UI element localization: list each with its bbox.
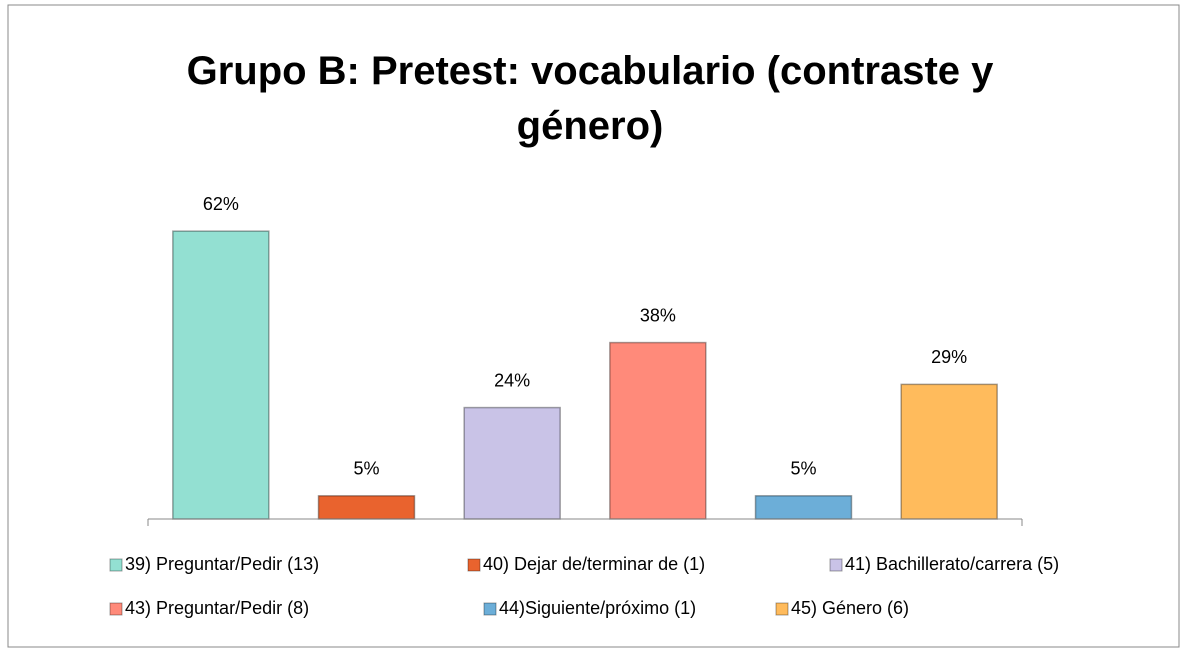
legend-swatch — [467, 558, 481, 572]
bar — [609, 341, 707, 520]
legend-label: 45) Género (6) — [791, 598, 909, 618]
data-label: 5% — [790, 459, 816, 479]
legend-label: 40) Dejar de/terminar de (1) — [483, 554, 705, 574]
title-line: Grupo B: Pretest: vocabulario (contraste… — [187, 49, 995, 93]
chart-title-cont: género) — [517, 104, 664, 148]
title-line: género) — [517, 104, 664, 148]
legend-label: 43) Preguntar/Pedir (8) — [125, 598, 309, 618]
bar — [900, 383, 998, 520]
legend-swatch — [483, 602, 497, 616]
data-label: 24% — [494, 370, 530, 390]
bar — [463, 406, 561, 520]
bar — [172, 230, 270, 520]
data-label: 5% — [353, 459, 379, 479]
legend-swatch — [829, 558, 843, 572]
legend-swatch — [109, 558, 123, 572]
bar — [317, 495, 416, 520]
legend-swatch — [109, 602, 123, 616]
legend-label: 41) Bachillerato/carrera (5) — [845, 554, 1059, 574]
bar — [754, 495, 853, 520]
legend-label: 39) Preguntar/Pedir (13) — [125, 554, 319, 574]
chart-title: Grupo B: Pretest: vocabulario (contraste… — [187, 49, 995, 93]
data-label: 62% — [203, 194, 239, 214]
legend-swatch — [775, 602, 789, 616]
data-label: 38% — [640, 305, 676, 325]
data-label: 29% — [931, 347, 967, 367]
legend-label: 44)Siguiente/próximo (1) — [499, 598, 696, 618]
